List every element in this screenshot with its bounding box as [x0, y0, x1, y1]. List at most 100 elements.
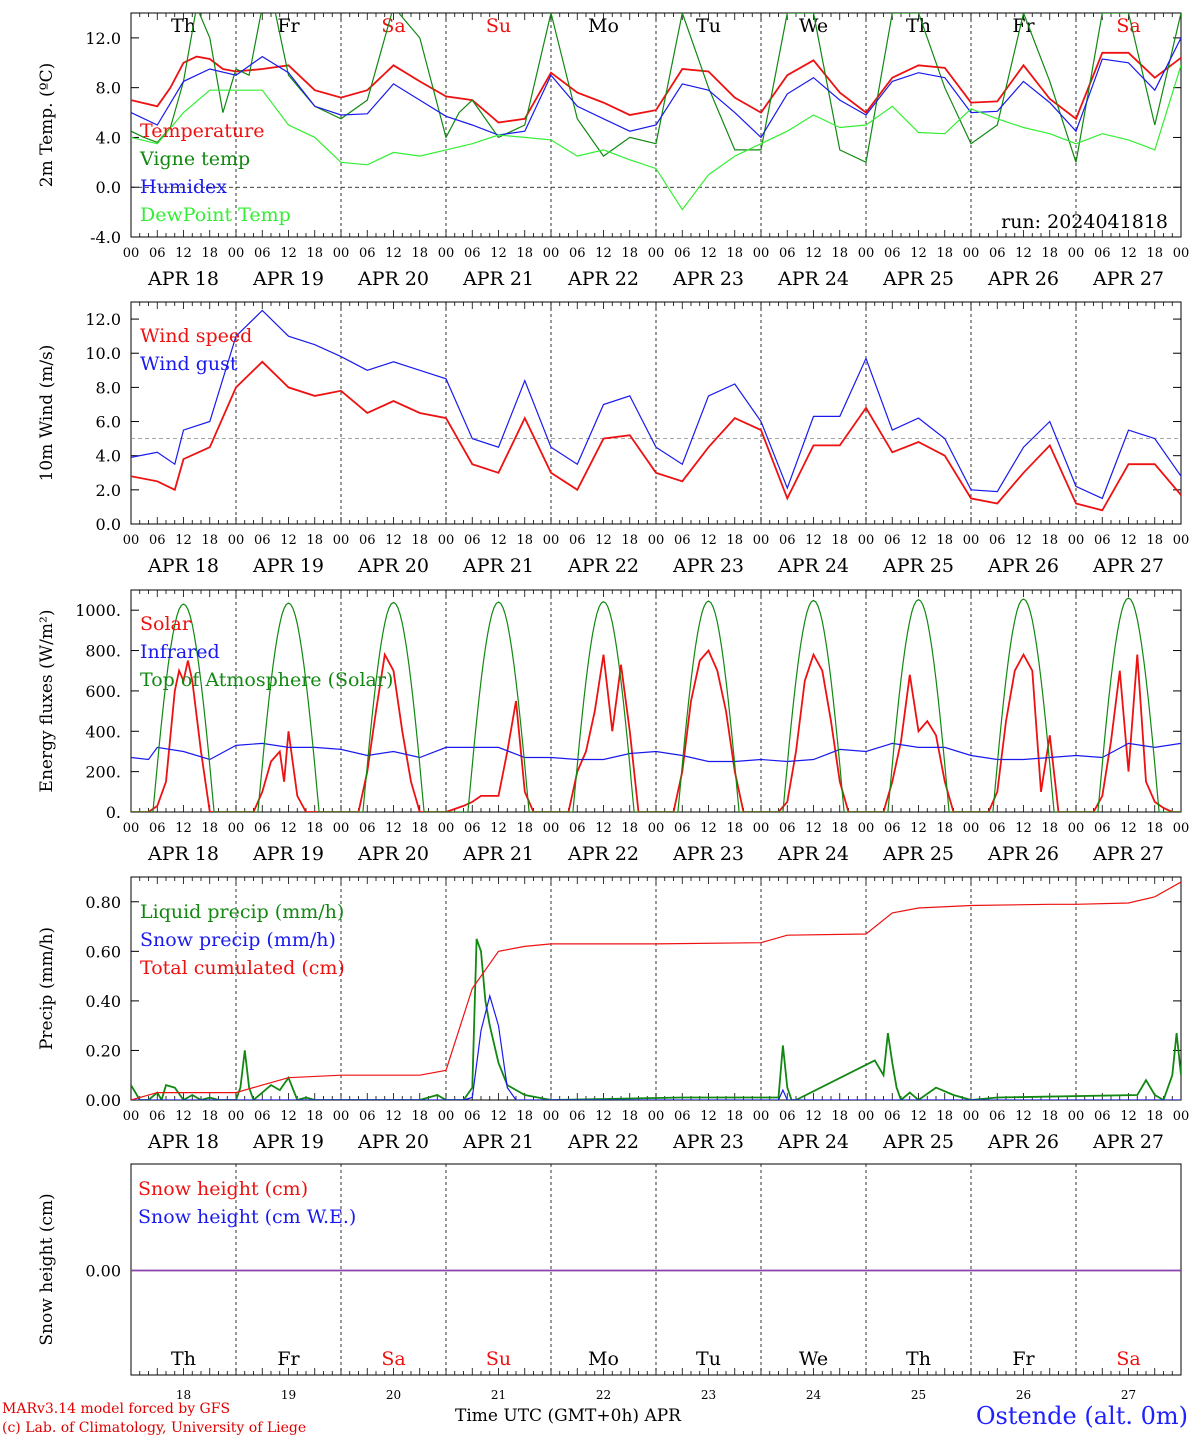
hour-label: 12 [1015, 821, 1032, 836]
hour-label: 06 [779, 1109, 796, 1124]
hour-label: 18 [516, 533, 533, 548]
weekday-label: Th [171, 1348, 196, 1370]
hour-label: 12 [805, 246, 822, 261]
hour-label: 00 [858, 246, 875, 261]
hour-label: 00 [858, 533, 875, 548]
y-tick-label: 8.0 [96, 378, 121, 397]
hour-label: 18 [936, 821, 953, 836]
hour-label: 00 [438, 821, 455, 836]
panel-4: 0.00 0.20 0.40 0.60 0.80 Precip (mm/h) 00 06 12 1… [37, 876, 1189, 1153]
hour-label: 12 [910, 821, 927, 836]
date-label: APR 20 [357, 1131, 429, 1153]
date-label: APR 23 [672, 843, 744, 865]
hour-label: 06 [1094, 821, 1111, 836]
institution-credit-line: (c) Lab. of Climatology, University of L… [2, 1420, 307, 1436]
hour-label: 12 [280, 246, 297, 261]
hour-label: 12 [280, 533, 297, 548]
series-line-humidex [131, 37, 1181, 139]
hour-label: 18 [1041, 1109, 1058, 1124]
panel-3: 0. 200. 400. 600. 800. 1000. Energy fluxes (W/… [37, 589, 1189, 865]
series-line-solar [131, 648, 1181, 812]
y-tick-label: 0.00 [85, 1262, 121, 1281]
date-label: APR 18 [147, 268, 219, 290]
weekday-label: Fr [1012, 15, 1035, 37]
hour-label: 12 [490, 533, 507, 548]
hour-label: 00 [648, 246, 665, 261]
hour-label: 00 [858, 1109, 875, 1124]
series-group [131, 13, 1181, 211]
date-label: APR 19 [252, 555, 324, 577]
date-label: APR 21 [462, 555, 534, 577]
panel-1: -4.0 0.0 4.0 8.0 12.0 2m Temp. (ºC) 00 06 12 18 00… [37, 12, 1190, 290]
y-axis-label: Snow height (cm) [37, 1193, 57, 1345]
y-tick-label: 10.0 [85, 344, 121, 363]
hour-label: 06 [884, 1109, 901, 1124]
hour-label: 12 [700, 1109, 717, 1124]
hour-label: 18 [936, 533, 953, 548]
date-number-label: 27 [1121, 1388, 1136, 1402]
date-label: APR 19 [252, 268, 324, 290]
hour-label: 18 [831, 1109, 848, 1124]
panel-5: 0.00 Snow height (cm) Th Fr Sa Su Mo Tu We Th Fr Sa… [37, 1163, 1182, 1402]
hour-label: 00 [333, 533, 350, 548]
series-line-total-cumulated-cm- [131, 881, 1181, 1100]
weekday-label: Th [906, 15, 931, 37]
hour-label: 00 [543, 533, 560, 548]
date-label: APR 18 [147, 1131, 219, 1153]
hour-label: 12 [595, 246, 612, 261]
weekday-label: Th [171, 15, 196, 37]
legend-entry: Solar [140, 613, 192, 635]
weekday-label: Su [486, 1348, 511, 1370]
weekday-label: Sa [1116, 15, 1140, 37]
hour-label: 12 [175, 246, 192, 261]
y-tick-label: 0.20 [85, 1041, 121, 1060]
hour-label: 06 [884, 533, 901, 548]
hour-label: 00 [648, 1109, 665, 1124]
y-tick-label: 200. [85, 763, 121, 782]
hour-label: 12 [1015, 1109, 1032, 1124]
hour-label: 18 [726, 821, 743, 836]
hour-label: 06 [359, 533, 376, 548]
date-label: APR 26 [987, 1131, 1059, 1153]
hour-label: 18 [726, 533, 743, 548]
weekday-label: Tu [696, 1348, 721, 1370]
hour-label: 00 [123, 821, 140, 836]
run-annotation: run: 2024041818 [1001, 211, 1168, 233]
date-label: APR 22 [567, 268, 639, 290]
hour-label: 18 [201, 821, 218, 836]
legend-entry: Snow height (cm) [138, 1178, 308, 1200]
hour-label: 06 [149, 821, 166, 836]
hour-label: 00 [753, 533, 770, 548]
date-label: APR 20 [357, 843, 429, 865]
hour-label: 18 [726, 246, 743, 261]
y-tick-label: 0.40 [85, 992, 121, 1011]
hour-label: 06 [779, 821, 796, 836]
hour-label: 18 [936, 246, 953, 261]
hour-label: 06 [464, 1109, 481, 1124]
date-number-label: 26 [1016, 1388, 1031, 1402]
series-group [131, 309, 1181, 512]
weekday-label: Sa [381, 1348, 405, 1370]
date-label: APR 25 [882, 843, 954, 865]
hour-label: 00 [1173, 246, 1190, 261]
hour-label: 12 [490, 821, 507, 836]
legend-entry: Humidex [140, 176, 227, 198]
hour-label: 06 [359, 821, 376, 836]
hour-label: 06 [884, 246, 901, 261]
hour-label: 06 [989, 821, 1006, 836]
hour-label: 00 [438, 1109, 455, 1124]
hour-label: 06 [674, 533, 691, 548]
hour-label: 12 [1120, 533, 1137, 548]
hour-label: 06 [1094, 1109, 1111, 1124]
hour-label: 06 [359, 246, 376, 261]
weekday-label: We [799, 1348, 828, 1370]
legend-entry: Top of Atmosphere (Solar) [140, 669, 393, 691]
series-group [131, 597, 1181, 812]
hour-label: 06 [674, 246, 691, 261]
hour-label: 12 [910, 1109, 927, 1124]
hour-label: 06 [779, 246, 796, 261]
hour-label: 18 [726, 1109, 743, 1124]
hour-label: 18 [831, 246, 848, 261]
weekday-label: We [799, 15, 828, 37]
